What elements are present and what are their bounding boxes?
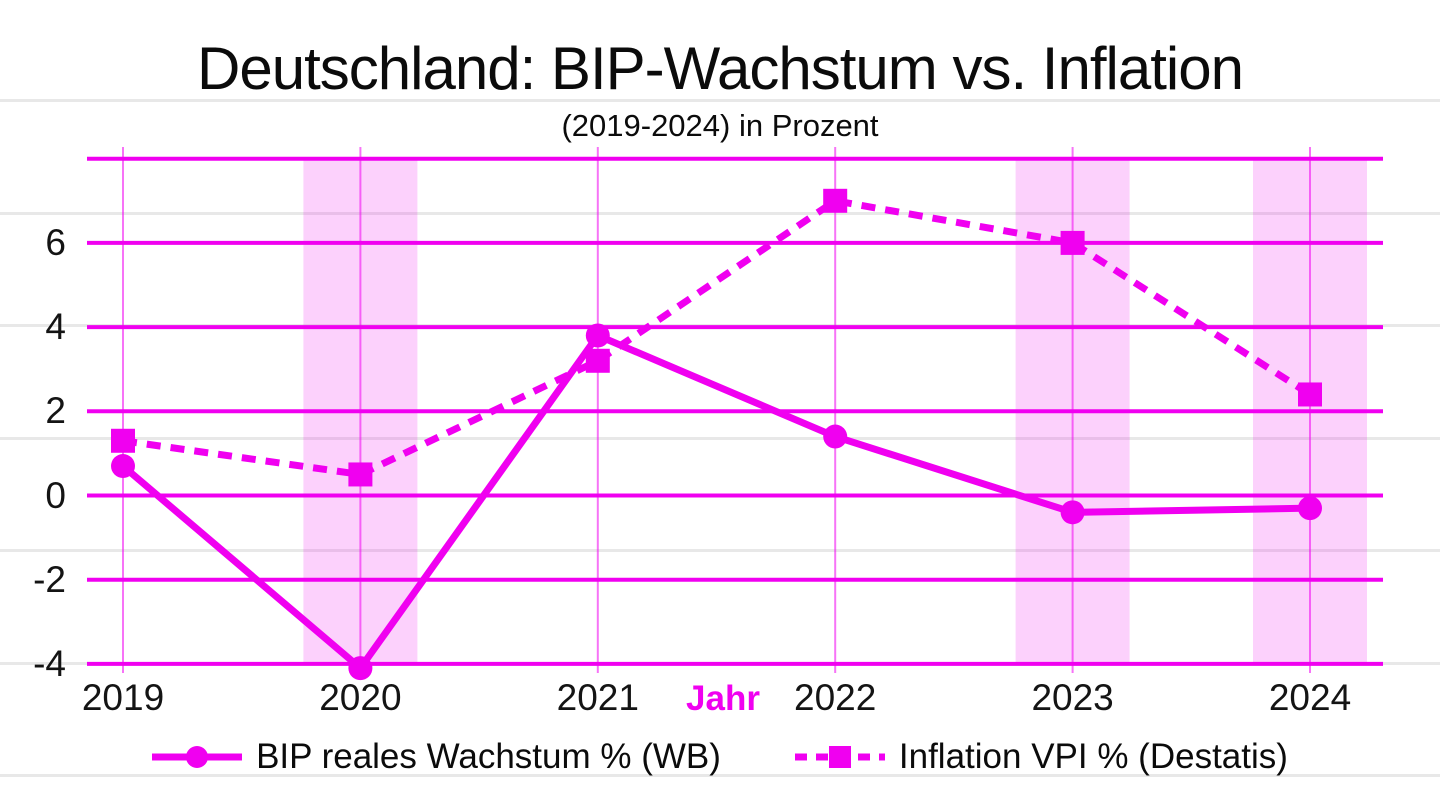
- legend-label: Inflation VPI % (Destatis): [898, 737, 1288, 776]
- data-point-circle: [585, 323, 610, 348]
- background-stripe: [0, 436, 1440, 440]
- background-stripe: [0, 774, 1440, 777]
- data-point-circle: [823, 424, 848, 449]
- dashed-line-square-icon: [794, 746, 885, 768]
- x-tick-label: 2023: [1031, 677, 1114, 718]
- chart-legend: BIP reales Wachstum % (WB) Inflation VPI …: [0, 737, 1440, 777]
- data-point-square: [111, 428, 135, 453]
- y-tick-label: -4: [33, 642, 66, 684]
- chart-subtitle: (2019-2024) in Prozent: [561, 108, 879, 143]
- solid-line-circle-icon: [152, 746, 243, 768]
- data-point-square: [823, 188, 848, 213]
- series-line-bip: [120, 332, 1311, 672]
- x-tick-label: 2022: [794, 677, 877, 718]
- legend-item-inflation: Inflation VPI % (Destatis): [794, 737, 1288, 777]
- y-tick-label: 4: [45, 306, 66, 348]
- data-point-square: [348, 462, 373, 487]
- data-point-square: [1060, 230, 1085, 255]
- data-point-circle: [1298, 496, 1322, 521]
- y-tick-label: 2: [45, 390, 66, 432]
- series-line-inflation: [122, 197, 1312, 478]
- x-tick-label: 2020: [319, 677, 402, 718]
- y-tick-label: 6: [45, 221, 66, 263]
- data-point-square: [585, 348, 610, 373]
- data-point-circle: [1060, 500, 1085, 525]
- data-point-circle: [111, 454, 135, 479]
- data-point-circle: [348, 656, 373, 681]
- x-tick-label: 2019: [81, 677, 165, 718]
- background-stripe: [0, 99, 1440, 102]
- y-tick-label: 0: [45, 474, 66, 516]
- background-stripe: [0, 549, 1440, 552]
- legend-label: BIP reales Wachstum % (WB): [256, 737, 721, 776]
- x-tick-label: 2021: [556, 677, 639, 718]
- x-tick-label: 2024: [1268, 677, 1352, 718]
- y-tick-label: -2: [33, 558, 66, 600]
- data-point-square: [1298, 382, 1322, 407]
- chart-title: Deutschland: BIP-Wachstum vs. Inflation: [197, 35, 1244, 102]
- background-stripe: [0, 211, 1440, 215]
- x-axis-label: Jahr: [686, 679, 760, 718]
- legend-item-bip: BIP reales Wachstum % (WB): [152, 737, 721, 777]
